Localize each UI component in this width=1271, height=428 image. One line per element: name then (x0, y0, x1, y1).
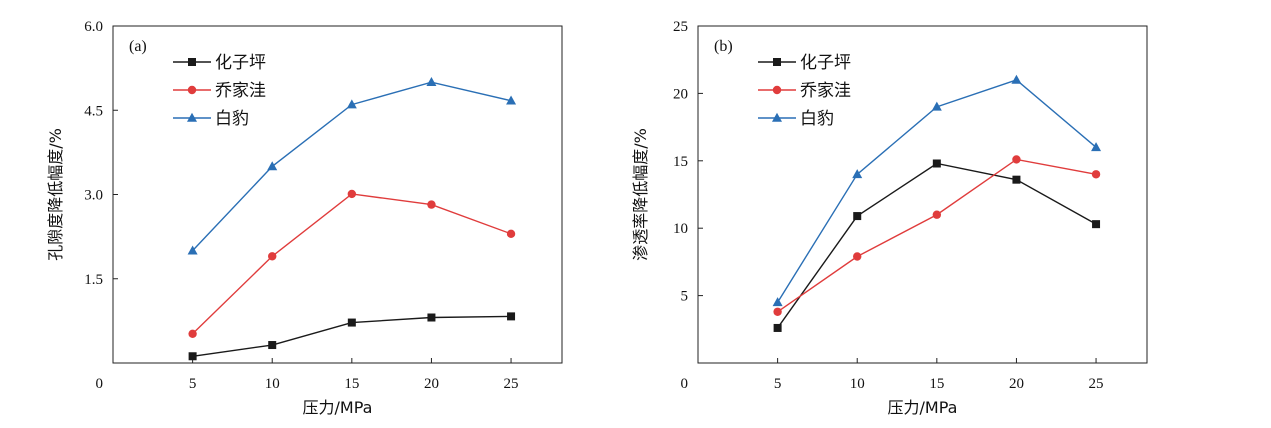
data-point (347, 318, 356, 327)
data-point (853, 252, 862, 261)
data-point (1091, 170, 1101, 179)
series-0 (773, 159, 1101, 332)
data-point (1012, 175, 1021, 184)
series-1 (773, 155, 1101, 316)
legend-marker (772, 85, 782, 95)
chart-panel-b: 25 20 15 10 5 0 5 10 15 20 25 压力/MPa 渗透率降低幅度/% (b) 化子坪… (631, 19, 1148, 417)
data-point (268, 341, 277, 350)
data-point (1012, 155, 1021, 164)
legend-marker (187, 85, 197, 95)
series-1 (188, 189, 516, 338)
panel-label: (b) (714, 38, 733, 55)
data-point (346, 99, 357, 109)
data-point (773, 323, 782, 332)
y-tick-label: 4.5 (84, 103, 103, 119)
x-axis-title: 压力/MPa (888, 398, 958, 417)
x-axis-title: 压力/MPa (303, 398, 373, 417)
y-tick-label: 1.5 (84, 272, 103, 288)
data-point (772, 297, 783, 307)
data-point (1011, 74, 1022, 84)
y-axis-title: 渗透率降低幅度/% (631, 128, 650, 261)
legend-label: 乔家洼 (800, 81, 851, 101)
data-point (506, 95, 517, 105)
series-line (777, 162, 1097, 329)
legend-marker (772, 112, 782, 122)
x-tick-label: 20 (1009, 376, 1024, 392)
y-tick-label: 20 (673, 86, 688, 102)
x-tick-label: 25 (1089, 376, 1104, 392)
y-tick-label: 10 (673, 221, 688, 237)
panel-label: (a) (129, 38, 147, 55)
legend-label: 化子坪 (800, 53, 851, 73)
data-point (188, 352, 197, 361)
data-point (427, 313, 436, 322)
data-point (773, 307, 782, 316)
y-tick-label: 6.0 (84, 19, 103, 35)
data-point (1092, 220, 1101, 229)
legend-label: 化子坪 (215, 53, 266, 73)
legend-marker (187, 112, 197, 122)
x-tick-label: 10 (850, 376, 865, 392)
y-tick-label: 15 (673, 154, 688, 170)
series-line (777, 158, 1097, 313)
x-tick-label: 20 (424, 376, 439, 392)
series-0 (188, 312, 516, 361)
y-tick-label: 25 (673, 19, 688, 35)
series-2 (187, 76, 517, 255)
data-point (268, 252, 277, 261)
plot-frame (112, 25, 563, 364)
legend-label: 乔家洼 (215, 81, 266, 101)
chart-panel-a: 6.0 4.5 3.0 1.5 0 5 10 15 20 25 压力/MPa 孔隙度降低幅度/% (a)… (46, 19, 563, 417)
data-point (426, 76, 437, 86)
data-point (1091, 142, 1102, 152)
x-tick-label: 15 (929, 376, 944, 392)
legend-label: 白豹 (215, 109, 249, 129)
x-tick-label: 10 (265, 376, 280, 392)
y-tick-label: 0 (681, 376, 689, 392)
data-point (507, 312, 516, 321)
legend-label: 白豹 (800, 109, 834, 129)
data-point (506, 229, 516, 239)
data-point (932, 210, 942, 219)
legend-marker (188, 58, 196, 66)
data-point (932, 159, 941, 168)
data-point (853, 212, 862, 221)
y-axis-title: 孔隙度降低幅度/% (46, 128, 65, 261)
data-point (188, 329, 197, 338)
legend-marker (773, 58, 781, 66)
data-point (852, 169, 863, 179)
data-point (187, 245, 198, 255)
x-tick-label: 25 (504, 376, 519, 392)
y-tick-label: 3.0 (84, 188, 103, 204)
plot-frame (697, 25, 1148, 364)
x-tick-label: 15 (344, 376, 359, 392)
x-tick-label: 5 (189, 376, 197, 392)
x-tick-label: 5 (774, 376, 782, 392)
series-2 (772, 74, 1102, 307)
data-point (427, 200, 436, 209)
data-point (931, 101, 942, 111)
y-tick-label: 0 (96, 376, 104, 392)
data-point (347, 189, 357, 199)
data-point (267, 161, 278, 171)
series-line (192, 193, 512, 335)
y-tick-label: 5 (681, 289, 689, 305)
